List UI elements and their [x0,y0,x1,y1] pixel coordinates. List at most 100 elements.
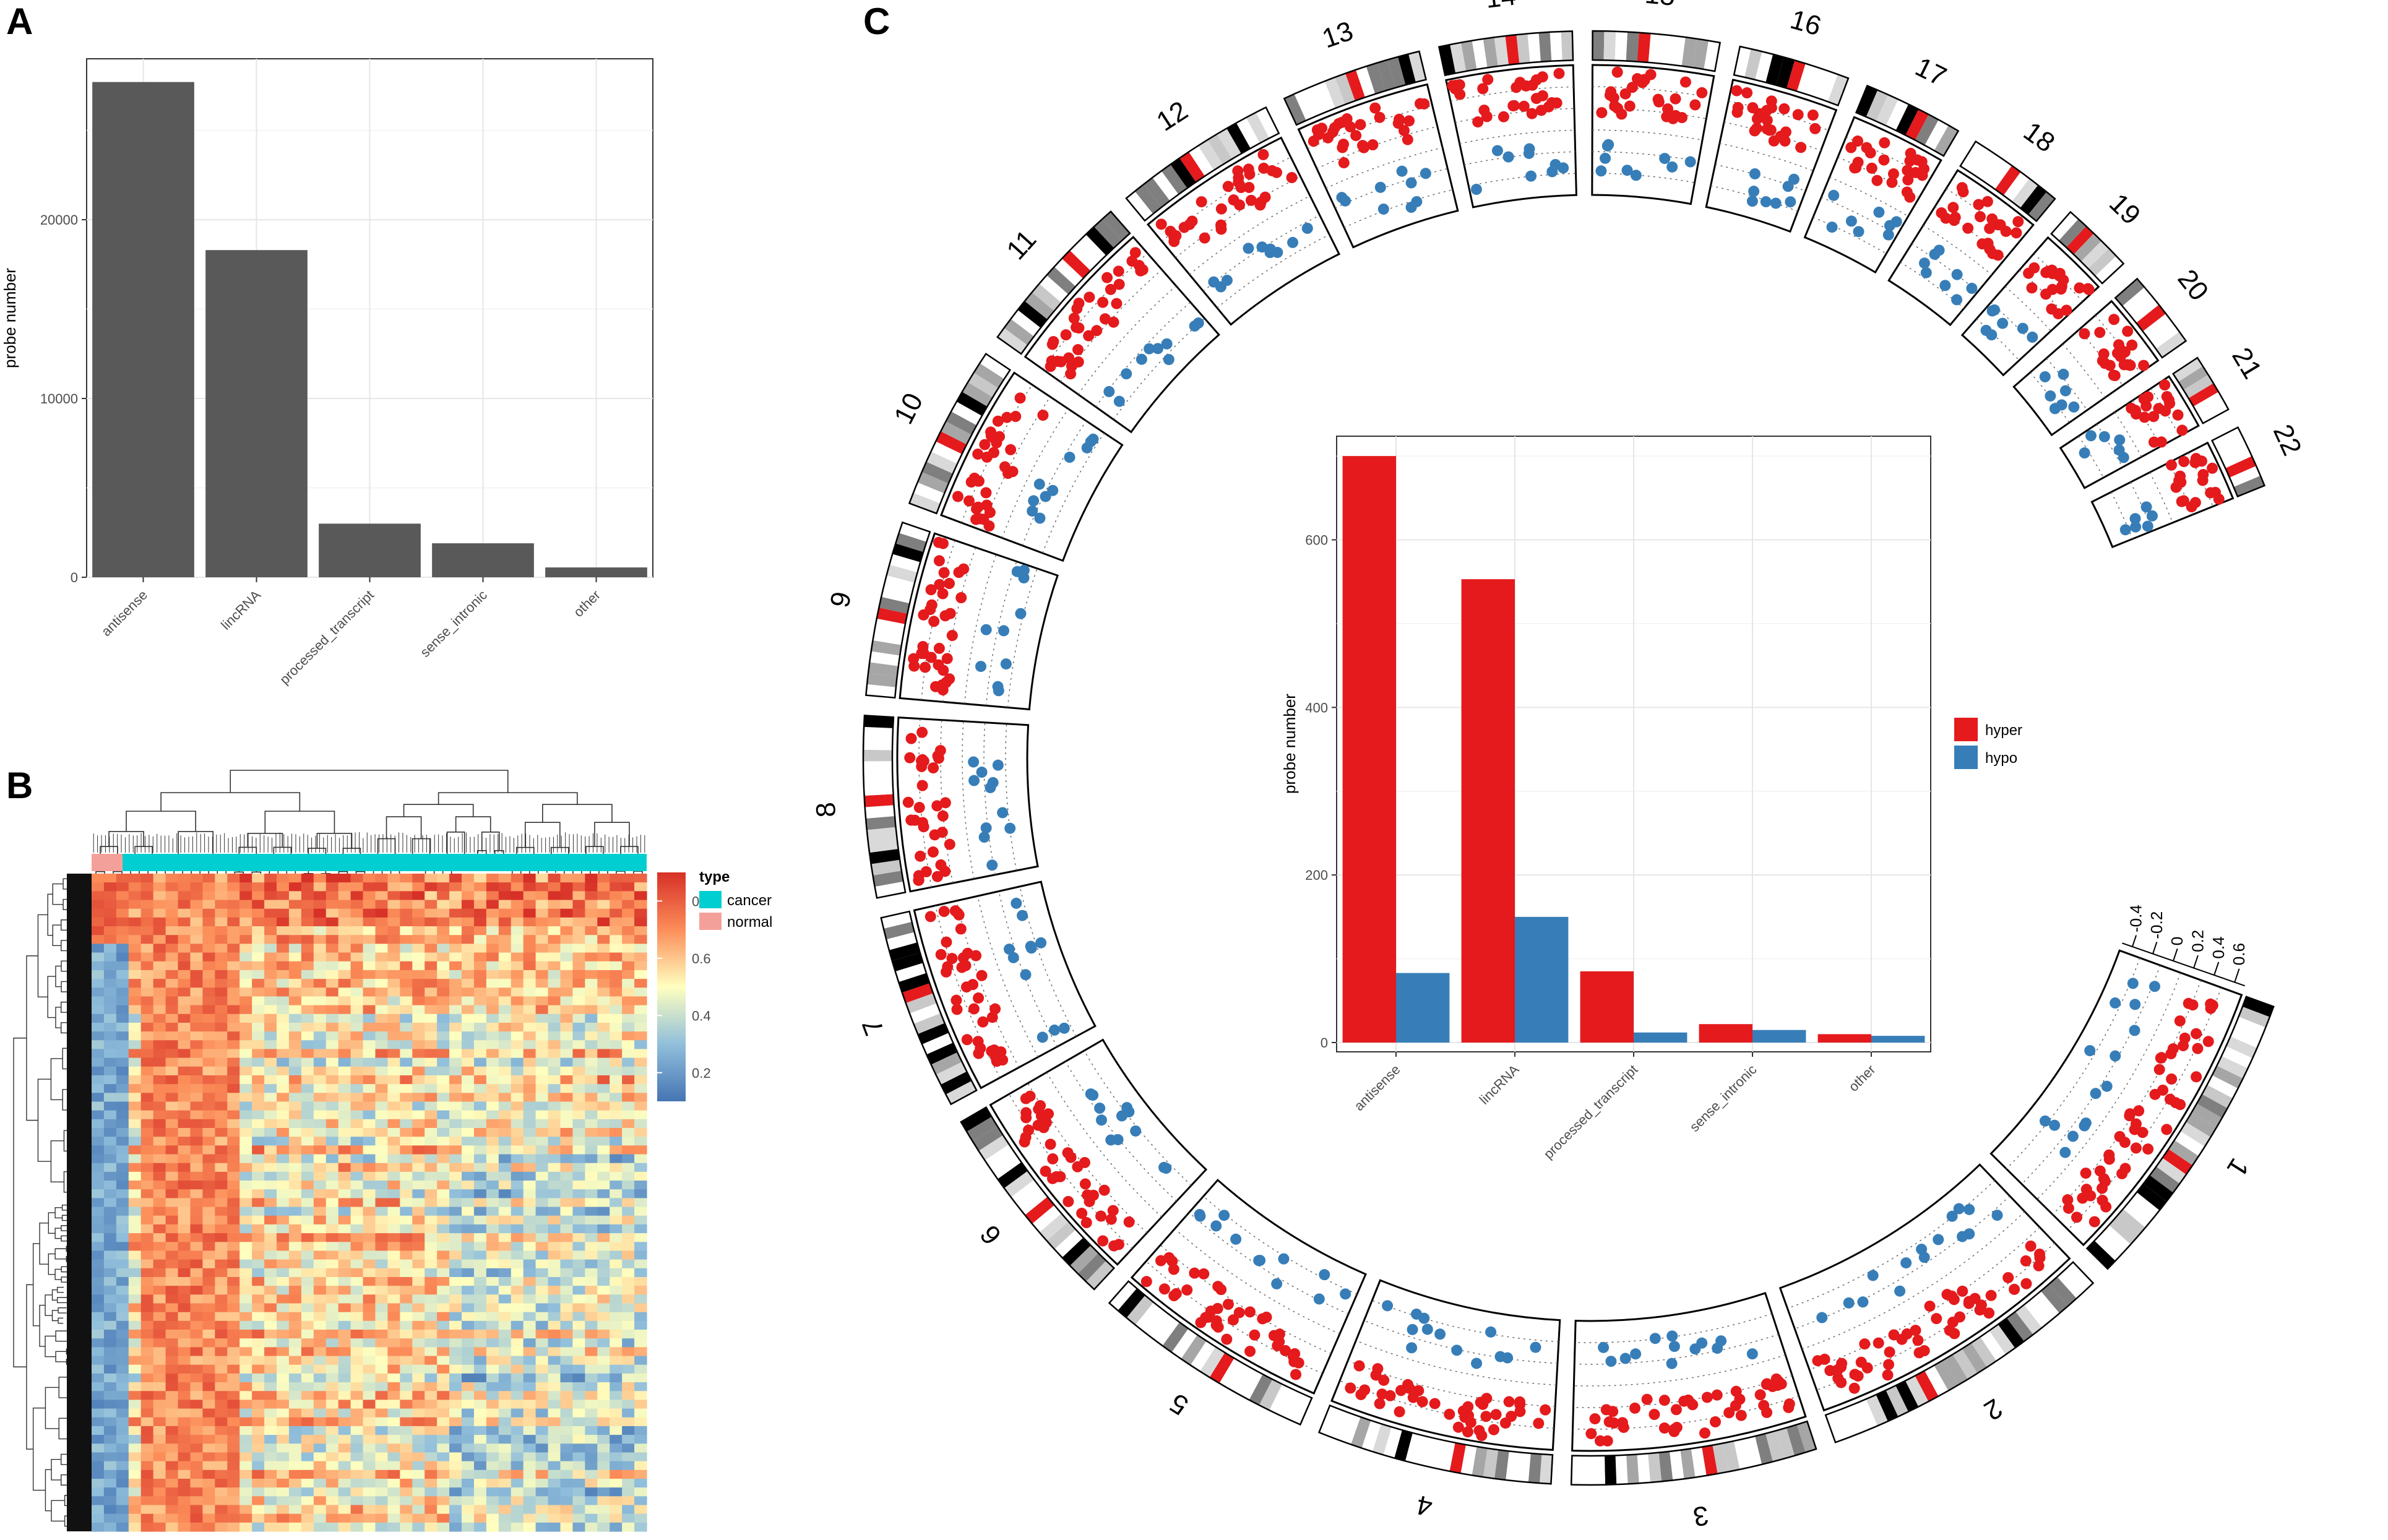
heatmap-cell [449,1250,462,1260]
heatmap-cell [264,1330,277,1339]
dendrogram-branch [52,924,61,946]
heatmap-cell [572,1075,585,1085]
heatmap-cell [264,1198,277,1208]
heatmap-cell [511,1268,524,1278]
heatmap-cell [462,1198,475,1208]
heatmap-cell [363,1382,376,1392]
heatmap-cell [277,1461,290,1471]
heatmap-cell [165,1163,179,1172]
heatmap-cell [264,1189,277,1199]
heatmap-cell [535,1005,549,1015]
ideogram-band [1460,1444,1477,1476]
heatmap-cell [92,1382,105,1392]
heatmap-cell [165,882,179,892]
heatmap-cell [498,874,512,883]
heatmap-cell [597,1031,610,1041]
heatmap-cell [153,1031,166,1041]
heatmap-cell [400,1487,413,1497]
heatmap-cell [449,1330,462,1339]
heatmap-cell [437,996,450,1006]
legend-label-normal: normal [727,914,772,931]
hyper-point [2020,1255,2032,1267]
hypo-point [2127,978,2139,989]
heatmap-cell [165,1154,179,1164]
heatmap-cell [375,1101,388,1111]
heatmap-cell [462,961,475,971]
hypo-point [1712,1343,1723,1354]
heatmap-cell [92,1145,105,1155]
heatmap-cell [363,1145,376,1155]
heatmap-cell [92,1066,105,1076]
heatmap-cell [239,1049,252,1059]
heatmap-cell [473,996,487,1006]
heatmap-cell [449,1242,462,1252]
heatmap-cell [325,1338,339,1348]
heatmap-cell [462,1250,475,1260]
heatmap-cell [202,1215,215,1225]
hypo-point [1339,195,1351,207]
hyper-point [1355,119,1366,131]
heatmap-cell [572,1031,585,1041]
ideogram-band [1162,1322,1189,1353]
heatmap-cell [610,1373,623,1383]
heatmap-cell [313,874,327,883]
heatmap-cell [178,996,191,1006]
heatmap-cell [363,1461,376,1471]
heatmap-cell [92,900,105,910]
ideogram-band [2202,1085,2233,1109]
heatmap-cell [597,996,610,1006]
heatmap-cell [634,1505,647,1515]
hyper-point [2071,1211,2083,1223]
heatmap-cell [227,996,240,1006]
heatmap-cell [277,952,290,962]
heatmap-cell [325,1084,339,1093]
heatmap-cell [523,1347,537,1357]
heatmap-cell [449,1119,462,1129]
heatmap-cell [288,1435,302,1444]
heatmap-cell [103,935,117,944]
heatmap-cell [425,900,438,910]
hyper-point [1653,96,1665,108]
hyper-point [1498,111,1509,123]
hyper-point [1848,1382,1860,1394]
heatmap-cell [634,996,647,1006]
heatmap-cell [277,1189,290,1199]
heatmap-cell [313,1031,327,1041]
heatmap-cell [610,1031,623,1041]
heatmap-cell [572,1294,585,1304]
hyper-point [1473,1425,1485,1437]
heatmap-cell [252,1513,265,1523]
heatmap-cell [103,1075,117,1085]
heatmap-cell [325,1259,339,1269]
heatmap-cell [572,1391,585,1400]
heatmap-cell [215,1207,228,1216]
ideogram-band [1085,1260,1114,1289]
heatmap-cell [325,1347,339,1357]
heatmap-cell [178,1022,191,1032]
hyper-point [2097,1195,2108,1207]
heatmap-cell [585,1198,598,1208]
heatmap-cell [338,1338,351,1348]
heatmap-cell [165,1250,179,1260]
heatmap-cell [215,891,228,901]
heatmap-cell [325,1268,339,1278]
heatmap-cell [523,1417,537,1427]
heatmap-cell [523,970,537,979]
ideogram-band [1827,74,1848,106]
heatmap-cell [288,1137,302,1146]
dendrogram-branch [58,1417,69,1440]
heatmap-cell [560,1400,573,1409]
heatmap-cell [548,996,561,1006]
heatmap-cell [462,1013,475,1023]
heatmap-cell [548,1215,561,1225]
heatmap-cell [239,1119,252,1129]
heatmap-cell [449,1417,462,1427]
heatmap-cell [288,1461,302,1471]
ideogram-band [909,1003,941,1024]
heatmap-cell [202,900,215,910]
heatmap-cell [634,1259,647,1269]
heatmap-cell [227,1181,240,1190]
heatmap-cell [412,1049,425,1059]
heatmap-cell [462,1400,475,1409]
heatmap-cell [610,1022,623,1032]
